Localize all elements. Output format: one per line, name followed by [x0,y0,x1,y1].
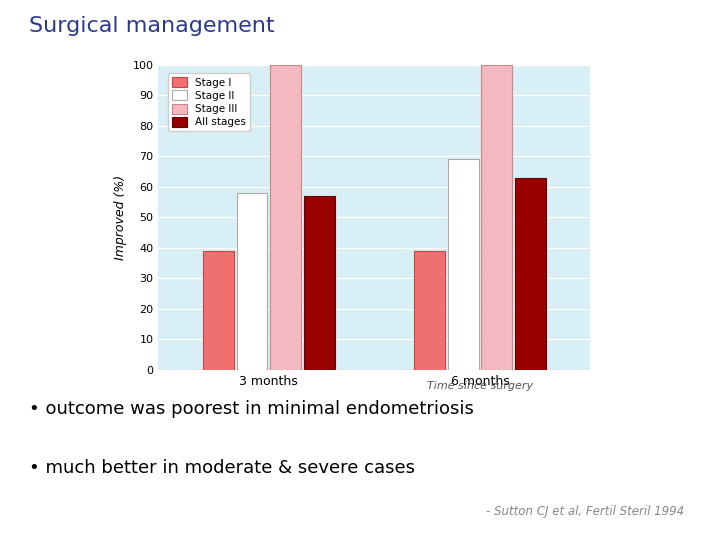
Text: Surgical management: Surgical management [29,16,274,36]
Bar [414,251,445,370]
Bar [203,251,234,370]
Bar [515,178,546,370]
Text: • outcome was poorest in minimal endometriosis: • outcome was poorest in minimal endomet… [29,400,474,417]
Bar [270,65,301,370]
Y-axis label: Improved (%): Improved (%) [114,175,127,260]
Bar [237,193,267,370]
Text: • much better in moderate & severe cases: • much better in moderate & severe cases [29,459,415,477]
Bar [448,159,479,370]
Text: - Sutton CJ et al, Fertil Steril 1994: - Sutton CJ et al, Fertil Steril 1994 [486,505,684,518]
Legend: Stage I, Stage II, Stage III, All stages: Stage I, Stage II, Stage III, All stages [168,73,250,131]
Text: Time since surgery: Time since surgery [427,381,533,391]
Bar [482,65,512,370]
Bar [304,196,335,370]
